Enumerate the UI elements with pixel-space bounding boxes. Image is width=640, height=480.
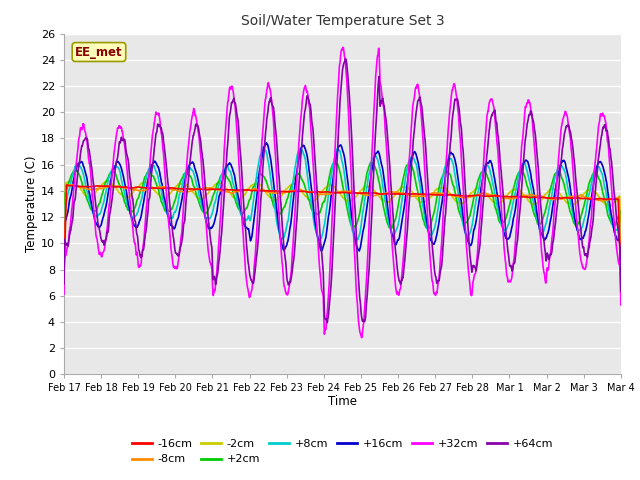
-16cm xyxy=(297,189,305,194)
-16cm xyxy=(308,190,316,195)
+16cm xyxy=(378,160,385,166)
-2cm xyxy=(318,188,326,194)
+2cm xyxy=(126,207,134,213)
+8cm xyxy=(617,280,625,286)
+2cm xyxy=(617,261,625,267)
+32cm xyxy=(617,302,625,308)
+64cm xyxy=(342,56,350,62)
+16cm xyxy=(318,247,326,253)
+16cm xyxy=(262,140,270,146)
-8cm xyxy=(104,184,111,190)
Line: +16cm: +16cm xyxy=(64,143,621,293)
-2cm xyxy=(103,178,111,183)
+64cm xyxy=(296,161,304,167)
-16cm xyxy=(378,191,385,197)
Y-axis label: Temperature (C): Temperature (C) xyxy=(25,156,38,252)
+32cm xyxy=(126,197,134,203)
+2cm xyxy=(308,206,316,212)
+32cm xyxy=(296,121,304,127)
+16cm xyxy=(297,147,305,153)
+8cm xyxy=(60,272,68,277)
X-axis label: Time: Time xyxy=(328,395,357,408)
-8cm xyxy=(617,265,625,271)
+64cm xyxy=(103,229,111,235)
+16cm xyxy=(103,197,111,203)
+8cm xyxy=(297,146,305,152)
+2cm xyxy=(103,177,111,182)
-16cm xyxy=(617,278,625,284)
-2cm xyxy=(308,198,316,204)
+32cm xyxy=(358,335,365,340)
Text: EE_met: EE_met xyxy=(75,46,123,59)
+64cm xyxy=(323,320,331,325)
Line: +2cm: +2cm xyxy=(64,162,621,285)
-16cm xyxy=(126,185,134,191)
Line: +32cm: +32cm xyxy=(64,48,621,337)
+32cm xyxy=(103,226,111,232)
-8cm xyxy=(60,277,68,283)
-16cm xyxy=(63,182,70,188)
Line: -2cm: -2cm xyxy=(64,180,621,279)
-2cm xyxy=(297,187,305,192)
+16cm xyxy=(126,208,134,214)
+16cm xyxy=(617,290,625,296)
Line: +8cm: +8cm xyxy=(64,146,621,283)
Legend: -16cm, -8cm, -2cm, +2cm, +8cm, +16cm, +32cm, +64cm: -16cm, -8cm, -2cm, +2cm, +8cm, +16cm, +3… xyxy=(127,434,557,469)
-8cm xyxy=(308,189,316,195)
+8cm xyxy=(126,209,134,215)
-2cm xyxy=(126,193,134,199)
+2cm xyxy=(318,204,326,210)
Line: -16cm: -16cm xyxy=(64,185,621,281)
+8cm xyxy=(318,233,326,239)
+32cm xyxy=(308,139,316,144)
-8cm xyxy=(126,186,134,192)
+16cm xyxy=(60,280,68,286)
+2cm xyxy=(406,159,414,165)
-16cm xyxy=(318,189,326,195)
-2cm xyxy=(104,177,111,183)
+64cm xyxy=(60,281,68,287)
Line: +64cm: +64cm xyxy=(64,59,621,323)
+8cm xyxy=(308,207,316,213)
-8cm xyxy=(318,192,326,197)
-16cm xyxy=(104,183,111,189)
+8cm xyxy=(103,184,111,190)
+8cm xyxy=(259,144,267,149)
-8cm xyxy=(68,182,76,188)
+2cm xyxy=(377,188,385,194)
+32cm xyxy=(339,45,347,50)
+64cm xyxy=(126,175,134,180)
+64cm xyxy=(378,99,385,105)
+16cm xyxy=(308,192,316,197)
+32cm xyxy=(378,89,385,95)
+2cm xyxy=(60,282,68,288)
+64cm xyxy=(318,249,326,255)
+8cm xyxy=(378,173,385,179)
-2cm xyxy=(60,276,68,282)
+64cm xyxy=(617,288,625,294)
+32cm xyxy=(318,288,326,294)
Line: -8cm: -8cm xyxy=(64,185,621,280)
-8cm xyxy=(378,191,385,197)
-2cm xyxy=(617,260,625,265)
+64cm xyxy=(308,119,316,124)
-8cm xyxy=(297,187,305,193)
+2cm xyxy=(296,173,304,179)
Title: Soil/Water Temperature Set 3: Soil/Water Temperature Set 3 xyxy=(241,14,444,28)
-16cm xyxy=(60,270,68,276)
+32cm xyxy=(60,291,68,297)
-2cm xyxy=(378,196,385,202)
